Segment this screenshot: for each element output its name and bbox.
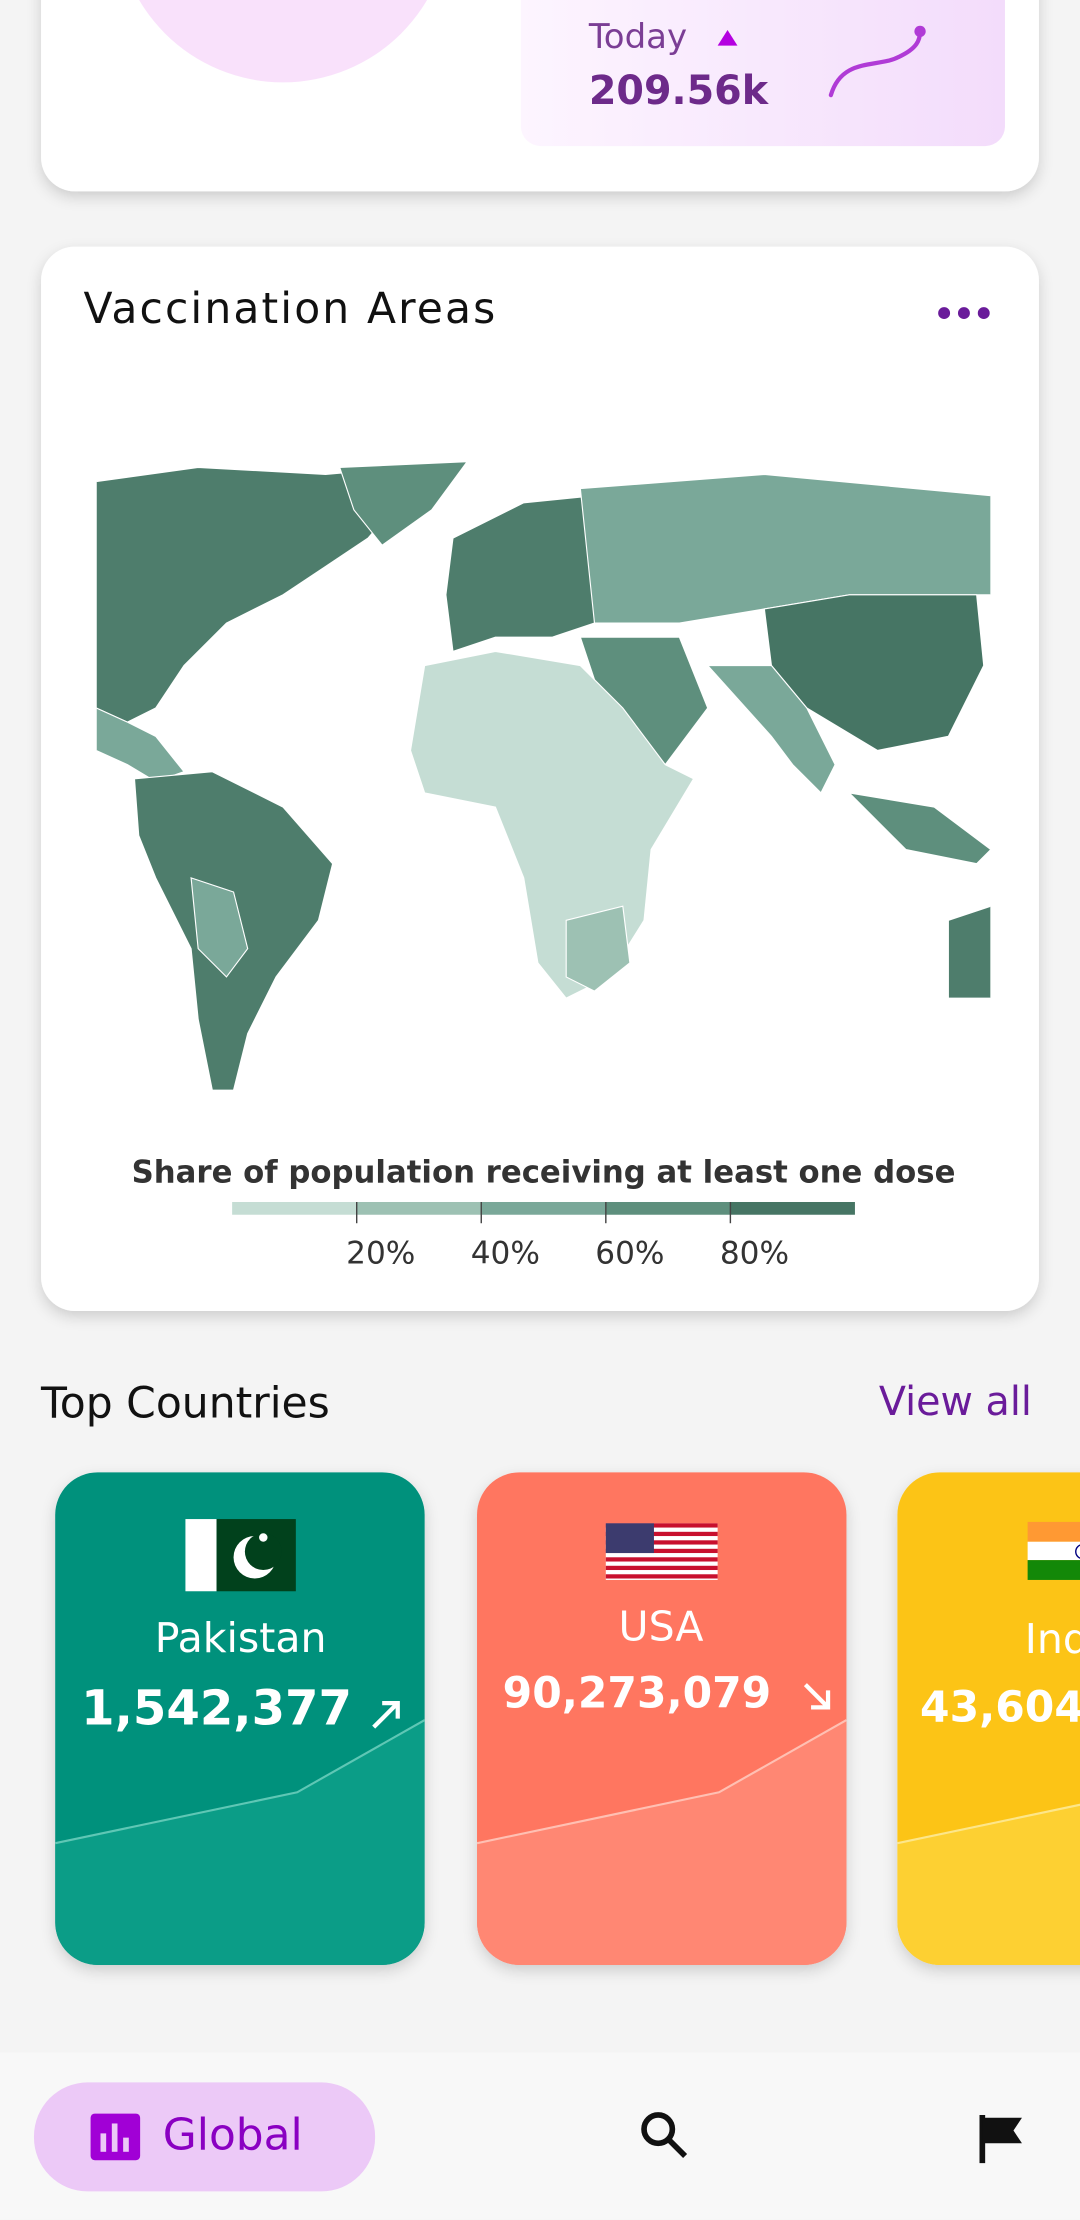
country-name: India [1025,1615,1080,1663]
legend-tick: 40% [471,1235,540,1271]
nav-label: Global [163,2110,303,2161]
up-indicator [717,30,738,46]
country-card[interactable]: USA 90,273,079 [477,1472,847,1982]
nav-search[interactable] [641,2112,688,2159]
sparkline-dot [914,25,926,38]
nav-global[interactable]: Global [33,2082,376,2192]
map-card: Vaccination Areas Share of population re… [41,246,1039,1311]
country-value: 1,542,377 [81,1681,352,1737]
world-map [96,461,991,1091]
country-card[interactable]: India 43,604 [897,1472,1080,1982]
nav-flag[interactable] [979,2114,1022,2164]
legend-tick: 60% [595,1235,664,1271]
country-value: 43,604 [920,1684,1080,1733]
country-name: Pakistan [155,1614,327,1662]
flag [605,1523,718,1580]
legend-tick: 20% [346,1235,415,1271]
section-title: Top Countries [40,1379,330,1428]
today-label: Today [588,17,687,57]
country-value: 90,273,079 [503,1670,772,1719]
decor-circle [139,0,428,83]
summary-card: Today 209.56k [41,0,1039,192]
legend-title: Share of population receiving at least o… [132,1155,956,1191]
country-card[interactable]: Pakistan 1,542,377 [55,1472,425,1982]
card-title: Vaccination Areas [84,285,498,334]
more-button[interactable] [938,307,990,320]
view-all-link[interactable]: View all [879,1379,1032,1425]
today-value: 209.56k [589,68,770,114]
sparkline [828,29,923,98]
flag [1027,1521,1080,1580]
today-box [520,0,1005,147]
legend-tick: 80% [720,1235,789,1271]
legend-bar [232,1202,855,1224]
bottom-nav: Global [0,2052,1080,2220]
flag [185,1519,296,1592]
country-name: USA [619,1602,704,1650]
